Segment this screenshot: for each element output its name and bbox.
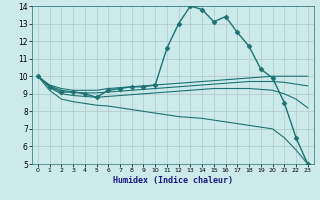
X-axis label: Humidex (Indice chaleur): Humidex (Indice chaleur) [113,176,233,185]
